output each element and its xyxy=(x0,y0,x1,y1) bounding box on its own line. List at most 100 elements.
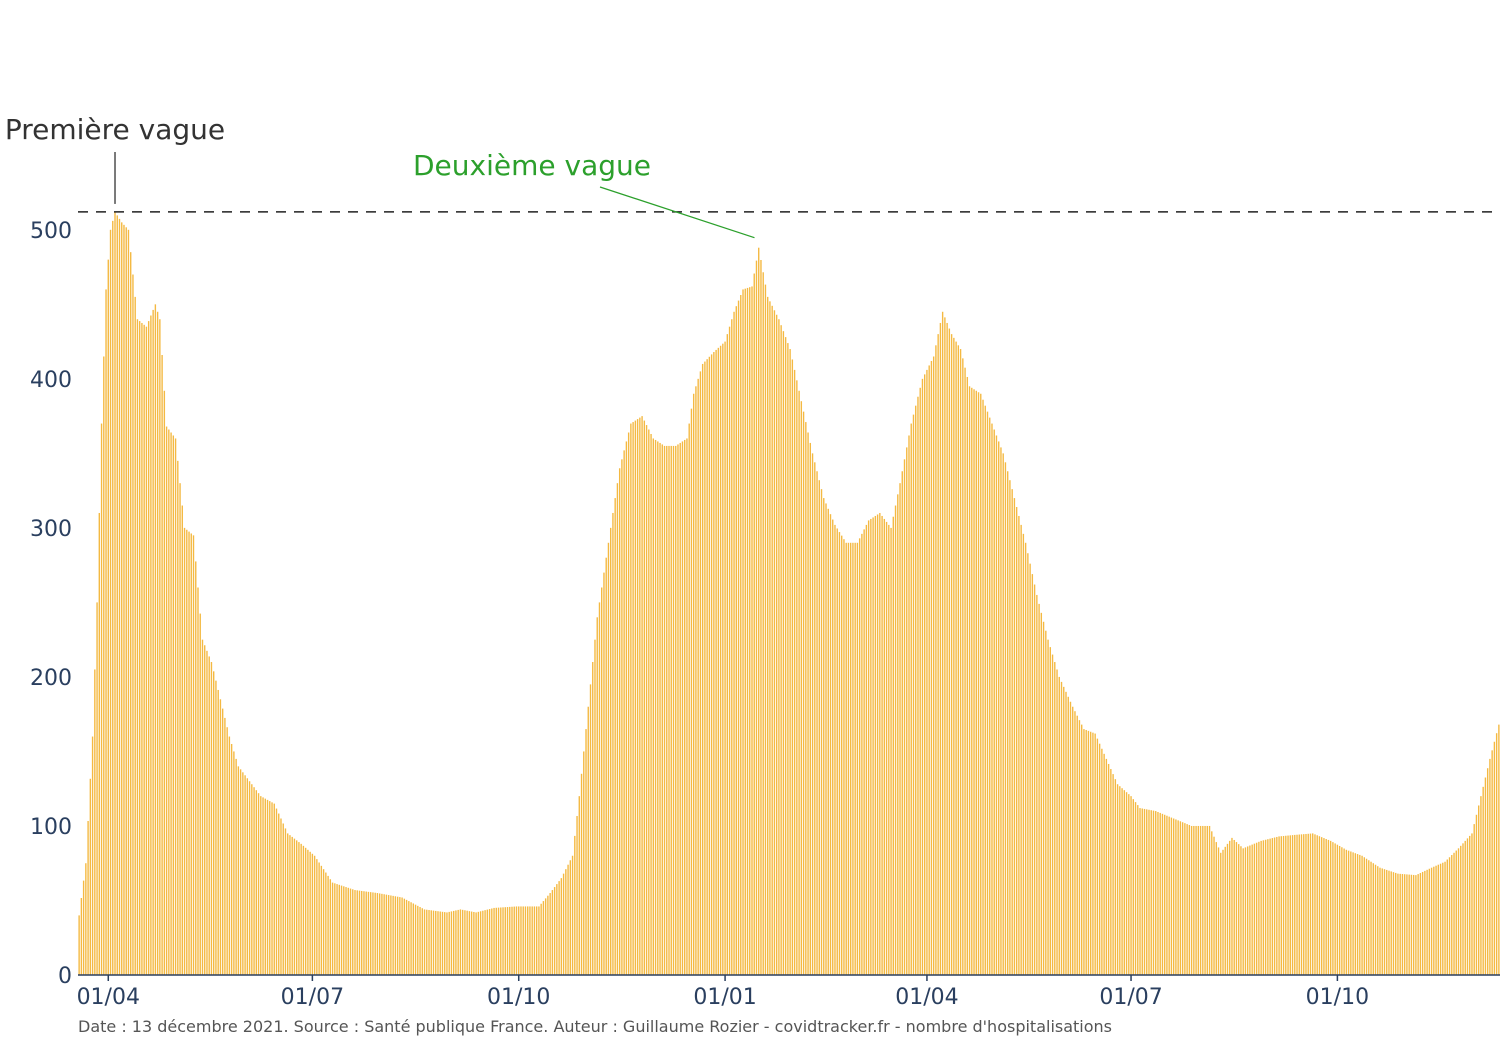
bar xyxy=(497,907,500,975)
bar xyxy=(843,539,845,975)
bar xyxy=(204,645,206,975)
bar xyxy=(412,903,415,975)
bar xyxy=(1107,763,1110,975)
bar xyxy=(728,326,731,975)
bar xyxy=(854,542,856,975)
bar xyxy=(1045,630,1047,975)
bar xyxy=(1258,841,1260,975)
bar xyxy=(802,411,805,975)
bar xyxy=(320,865,323,975)
bar xyxy=(298,842,300,975)
bar xyxy=(614,498,616,975)
bar xyxy=(1038,603,1040,975)
bar xyxy=(706,359,708,975)
bar xyxy=(764,284,767,976)
bar xyxy=(883,518,886,975)
bar xyxy=(426,909,428,975)
bar xyxy=(876,514,879,975)
bar xyxy=(1130,796,1132,975)
bar xyxy=(540,903,542,975)
bar xyxy=(186,529,188,975)
bar xyxy=(789,349,791,975)
bar xyxy=(524,906,527,975)
bar xyxy=(230,743,233,975)
bar xyxy=(948,328,951,975)
bar xyxy=(571,855,574,975)
bar xyxy=(1024,542,1027,975)
bar xyxy=(926,369,928,975)
bar xyxy=(291,836,293,975)
bar xyxy=(527,906,529,975)
bar xyxy=(1359,854,1361,975)
bar xyxy=(1015,507,1018,975)
bar xyxy=(1451,855,1453,975)
bar xyxy=(1049,647,1051,975)
bar xyxy=(1343,848,1345,975)
bar xyxy=(1262,840,1265,975)
bar xyxy=(820,489,823,975)
bar xyxy=(939,322,942,976)
bar xyxy=(1303,834,1305,975)
bar xyxy=(1137,805,1139,975)
bar xyxy=(1291,835,1294,975)
bar xyxy=(592,662,594,975)
bar xyxy=(1417,874,1419,975)
bar xyxy=(121,222,123,976)
bar xyxy=(105,289,107,975)
bar xyxy=(363,891,365,975)
bar xyxy=(127,229,130,975)
bar xyxy=(509,906,511,975)
bar xyxy=(962,358,964,976)
bar xyxy=(168,429,170,975)
bar xyxy=(1197,825,1200,975)
bar xyxy=(829,514,832,975)
bar xyxy=(544,898,547,975)
bar xyxy=(1110,769,1112,975)
bar xyxy=(421,908,423,975)
bar xyxy=(221,708,224,975)
bar xyxy=(609,527,612,975)
bar xyxy=(1098,743,1101,975)
bar xyxy=(562,873,565,975)
bar xyxy=(697,378,699,976)
bar xyxy=(354,890,356,975)
bar xyxy=(161,355,163,975)
bar xyxy=(1323,838,1325,975)
bar xyxy=(461,909,464,975)
bar xyxy=(452,910,455,975)
bar xyxy=(1101,748,1103,975)
bar xyxy=(502,907,504,975)
bar xyxy=(495,907,497,975)
bar xyxy=(1211,831,1213,975)
bar xyxy=(336,884,338,975)
bar xyxy=(1213,836,1215,975)
bar xyxy=(760,259,762,975)
bar xyxy=(493,907,495,975)
bar xyxy=(995,435,998,976)
bar xyxy=(390,895,392,975)
bar xyxy=(1172,818,1175,975)
bar xyxy=(356,890,358,975)
bar xyxy=(1392,872,1395,975)
bar xyxy=(580,773,583,975)
bar xyxy=(726,334,729,975)
bar xyxy=(1486,768,1489,975)
bar xyxy=(114,211,116,976)
bar xyxy=(370,892,372,975)
bar xyxy=(1276,836,1278,975)
bar xyxy=(677,444,679,975)
bar xyxy=(1334,843,1336,975)
bar xyxy=(529,906,531,975)
bar xyxy=(219,699,222,975)
bar xyxy=(1352,852,1354,975)
bar xyxy=(444,912,446,975)
bar xyxy=(1132,799,1134,975)
bar xyxy=(1087,730,1090,976)
bar xyxy=(1491,750,1493,975)
bar xyxy=(479,911,482,975)
bar xyxy=(235,758,237,975)
bar xyxy=(950,334,953,975)
bar xyxy=(807,432,809,975)
bar xyxy=(358,890,361,975)
bar xyxy=(116,215,118,975)
